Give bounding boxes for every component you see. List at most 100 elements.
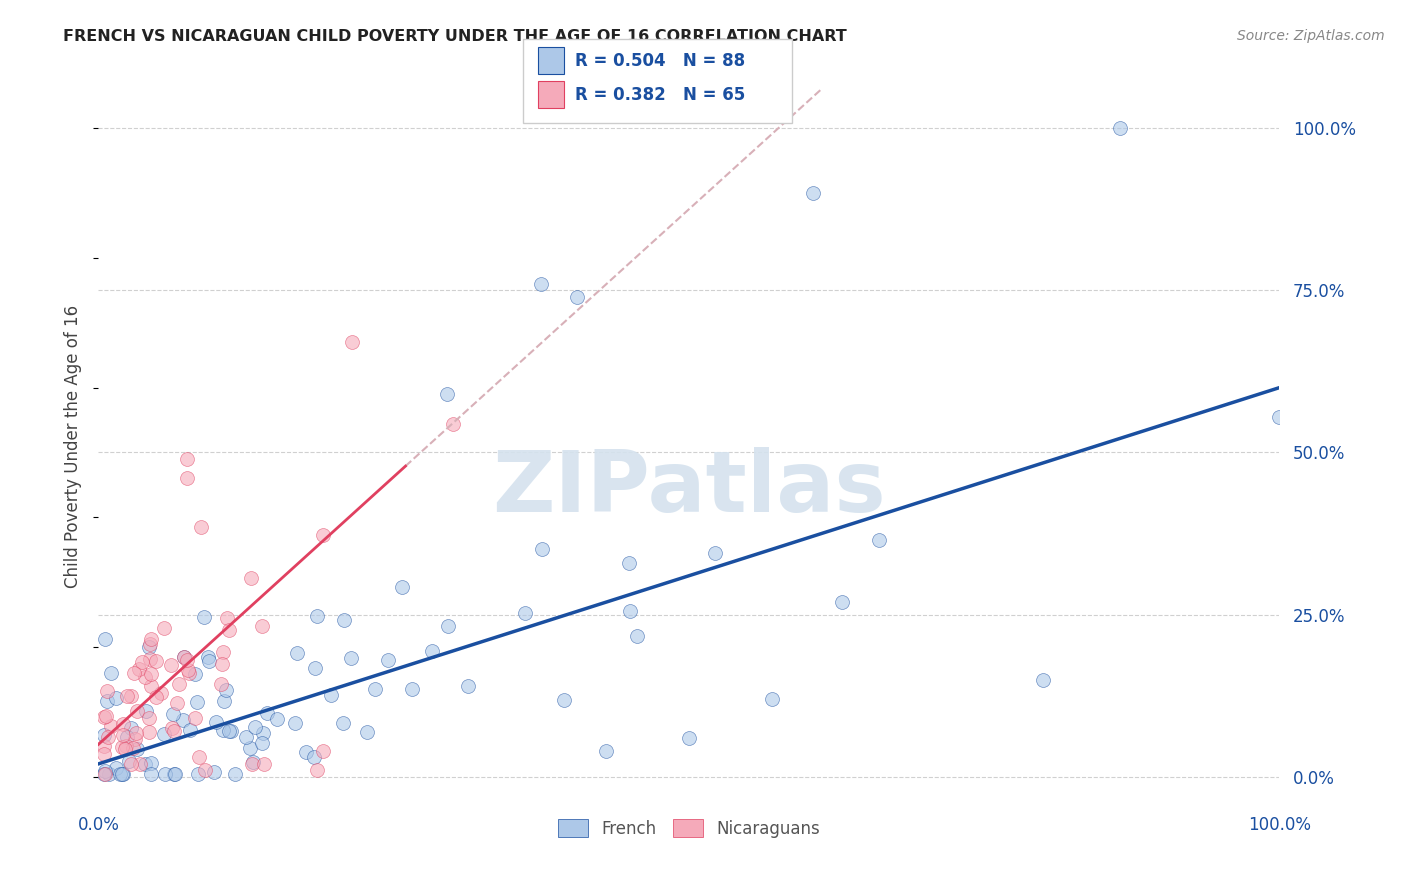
Point xyxy=(436,387,458,401)
Point xyxy=(139,667,162,681)
Point xyxy=(212,645,235,659)
Point xyxy=(145,654,167,668)
Point xyxy=(97,766,120,780)
Point xyxy=(364,681,387,696)
Point xyxy=(530,542,553,557)
Point xyxy=(152,621,174,635)
Point xyxy=(111,766,134,780)
Point xyxy=(112,766,135,780)
Point xyxy=(1109,121,1132,136)
Point xyxy=(224,766,246,780)
Point xyxy=(138,724,160,739)
Point xyxy=(197,649,219,664)
Point xyxy=(114,742,136,756)
Point xyxy=(100,666,122,681)
Point xyxy=(190,520,212,534)
Point xyxy=(530,277,553,291)
Point xyxy=(176,471,198,485)
Point xyxy=(553,693,575,707)
Text: Source: ZipAtlas.com: Source: ZipAtlas.com xyxy=(1237,29,1385,43)
Point xyxy=(173,649,195,664)
Point xyxy=(340,651,363,665)
Point xyxy=(176,653,198,667)
Point xyxy=(801,186,824,200)
Point xyxy=(93,766,115,780)
Point xyxy=(252,725,274,739)
Point xyxy=(617,557,640,571)
Point xyxy=(218,724,240,739)
Point xyxy=(117,730,139,744)
Point xyxy=(332,613,354,627)
Point xyxy=(120,721,142,735)
Point xyxy=(868,533,890,547)
Point xyxy=(221,724,243,739)
Point xyxy=(194,764,217,778)
Point xyxy=(356,725,378,739)
Point xyxy=(218,624,240,638)
Point xyxy=(305,764,328,778)
Point xyxy=(94,632,117,647)
Point xyxy=(287,646,309,660)
Text: R = 0.504   N = 88: R = 0.504 N = 88 xyxy=(575,52,745,70)
Text: R = 0.382   N = 65: R = 0.382 N = 65 xyxy=(575,86,745,103)
Point xyxy=(129,757,152,772)
Legend: French, Nicaraguans: French, Nicaraguans xyxy=(551,813,827,845)
Point xyxy=(184,711,207,725)
Point xyxy=(141,766,163,780)
Point xyxy=(256,706,278,720)
Point xyxy=(149,686,172,700)
Point xyxy=(678,731,700,745)
Point xyxy=(160,722,183,736)
Point xyxy=(115,689,138,703)
Point xyxy=(831,595,853,609)
Point xyxy=(173,649,195,664)
Text: ZIPatlas: ZIPatlas xyxy=(492,447,886,531)
Point xyxy=(243,720,266,734)
Point xyxy=(111,717,134,731)
Point xyxy=(125,726,148,740)
Point xyxy=(127,705,149,719)
Point xyxy=(312,528,335,542)
Point xyxy=(619,604,641,618)
Point xyxy=(184,667,207,681)
Point xyxy=(177,663,200,677)
Point xyxy=(321,688,343,702)
Point xyxy=(457,679,479,693)
Point xyxy=(565,290,588,304)
Point xyxy=(141,756,163,771)
Point xyxy=(111,739,134,754)
Point xyxy=(240,756,263,771)
Point xyxy=(120,689,142,703)
Point xyxy=(135,704,157,718)
Point xyxy=(134,670,156,684)
Point xyxy=(162,706,184,721)
Point xyxy=(377,652,399,666)
Point xyxy=(138,637,160,651)
Point xyxy=(139,652,162,666)
Point xyxy=(437,619,460,633)
Point xyxy=(401,681,423,696)
Point xyxy=(626,629,648,643)
Point xyxy=(239,741,262,756)
Point xyxy=(93,747,115,761)
Point xyxy=(138,711,160,725)
Point xyxy=(96,693,118,707)
Point xyxy=(165,766,187,780)
Point xyxy=(761,692,783,706)
Point xyxy=(145,690,167,705)
Point xyxy=(110,766,132,780)
Point xyxy=(105,761,128,775)
Point xyxy=(187,750,209,764)
Point xyxy=(295,745,318,759)
Point xyxy=(93,764,115,778)
Point xyxy=(515,606,537,620)
Point xyxy=(128,663,150,677)
Point xyxy=(420,644,443,658)
Point xyxy=(112,728,135,742)
Point xyxy=(242,755,264,769)
Y-axis label: Child Poverty Under the Age of 16: Child Poverty Under the Age of 16 xyxy=(65,304,83,588)
Point xyxy=(139,680,162,694)
Point xyxy=(1268,409,1291,424)
Point xyxy=(252,737,274,751)
Point xyxy=(342,335,364,350)
